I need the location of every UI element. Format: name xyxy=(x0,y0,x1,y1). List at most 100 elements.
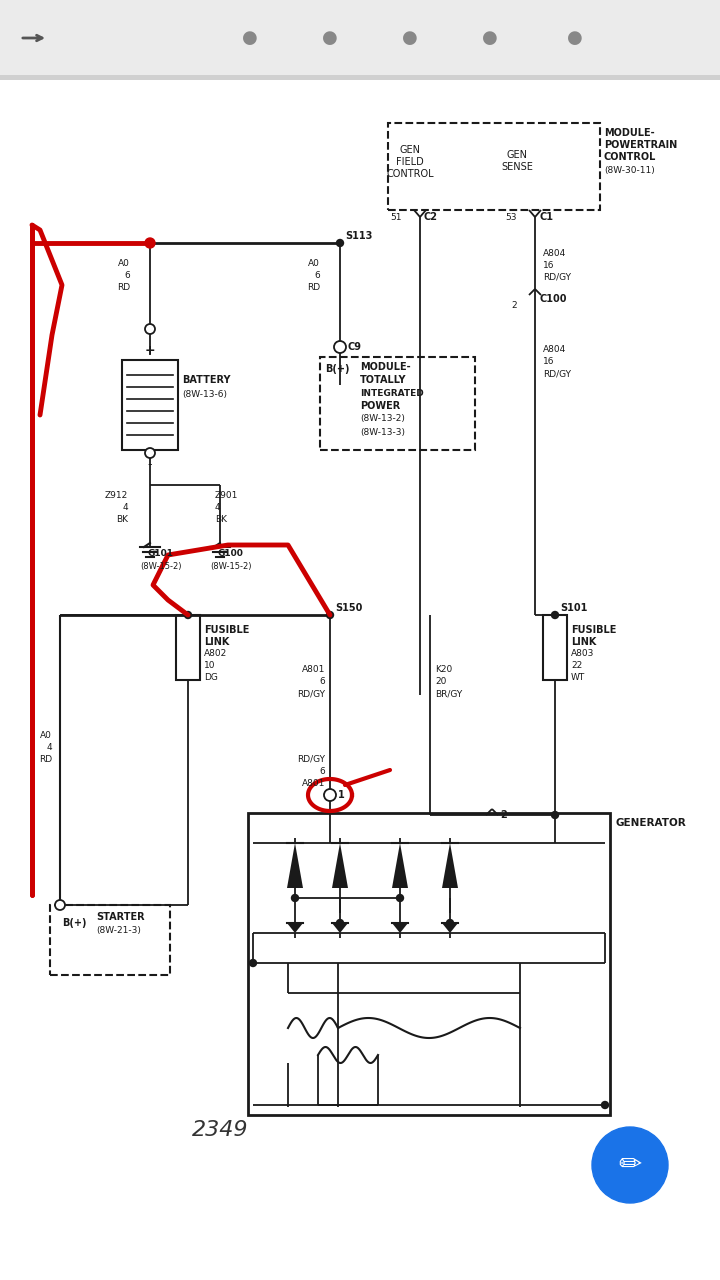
Text: ●: ● xyxy=(402,29,418,47)
Text: S101: S101 xyxy=(560,603,588,613)
Polygon shape xyxy=(332,923,348,933)
Text: A801: A801 xyxy=(302,666,325,675)
Text: S113: S113 xyxy=(345,230,372,241)
Text: (8W-30-11): (8W-30-11) xyxy=(604,165,654,174)
Text: ✏: ✏ xyxy=(618,1151,642,1179)
Text: FUSIBLE: FUSIBLE xyxy=(204,625,249,635)
Text: RD/GY: RD/GY xyxy=(297,754,325,763)
Text: POWER: POWER xyxy=(360,401,400,411)
Circle shape xyxy=(552,612,559,618)
Bar xyxy=(0,79,720,1190)
Text: INTEGRATED: INTEGRATED xyxy=(360,389,424,398)
Text: TOTALLY: TOTALLY xyxy=(360,375,407,385)
Text: 16: 16 xyxy=(543,357,554,366)
Text: LINK: LINK xyxy=(571,637,596,646)
Text: C2: C2 xyxy=(424,212,438,221)
Text: C9: C9 xyxy=(348,342,362,352)
Text: STARTER: STARTER xyxy=(96,911,145,922)
Text: 51: 51 xyxy=(390,212,402,221)
Text: BK: BK xyxy=(116,515,128,524)
Text: GEN: GEN xyxy=(400,145,420,155)
Text: FUSIBLE: FUSIBLE xyxy=(571,625,616,635)
Text: 20: 20 xyxy=(435,677,446,686)
Text: 10: 10 xyxy=(204,662,215,671)
Text: A804: A804 xyxy=(543,248,566,257)
Circle shape xyxy=(146,239,153,247)
Text: S150: S150 xyxy=(335,603,362,613)
Circle shape xyxy=(552,812,559,818)
Bar xyxy=(50,905,170,975)
Text: LINK: LINK xyxy=(204,637,230,646)
Text: RD/GY: RD/GY xyxy=(297,690,325,699)
Bar xyxy=(122,360,178,451)
Text: 2: 2 xyxy=(500,810,507,820)
Text: DG: DG xyxy=(204,673,218,682)
Text: 6: 6 xyxy=(319,767,325,776)
Text: A803: A803 xyxy=(571,649,595,658)
Text: WT: WT xyxy=(571,673,585,682)
Text: ●: ● xyxy=(567,29,583,47)
Text: SENSE: SENSE xyxy=(501,163,533,172)
Text: RD: RD xyxy=(307,283,320,292)
Polygon shape xyxy=(392,844,408,888)
Text: A0: A0 xyxy=(308,259,320,268)
Text: (8W-13-6): (8W-13-6) xyxy=(182,390,227,399)
Circle shape xyxy=(250,960,256,966)
Polygon shape xyxy=(442,844,458,888)
Circle shape xyxy=(601,1102,608,1108)
Polygon shape xyxy=(287,844,303,888)
Bar xyxy=(543,614,567,680)
Bar xyxy=(248,813,610,1115)
Circle shape xyxy=(334,340,346,353)
Circle shape xyxy=(292,895,299,901)
Text: (8W-15-2): (8W-15-2) xyxy=(140,562,181,571)
Text: MODULE-: MODULE- xyxy=(360,362,410,372)
Circle shape xyxy=(446,919,454,927)
Polygon shape xyxy=(332,844,348,888)
Text: (8W-13-3): (8W-13-3) xyxy=(360,428,405,436)
Text: POWERTRAIN: POWERTRAIN xyxy=(604,140,678,150)
Text: 2349: 2349 xyxy=(192,1120,248,1140)
Text: C100: C100 xyxy=(540,294,567,303)
Circle shape xyxy=(55,900,65,910)
Text: A802: A802 xyxy=(204,649,228,658)
Text: G100: G100 xyxy=(218,549,244,558)
Text: (8W-15-2): (8W-15-2) xyxy=(210,562,251,571)
Text: ●: ● xyxy=(482,29,498,47)
Circle shape xyxy=(397,895,403,901)
Text: ●: ● xyxy=(322,29,338,47)
Circle shape xyxy=(336,919,343,927)
Polygon shape xyxy=(442,923,458,933)
Text: RD/GY: RD/GY xyxy=(543,273,571,282)
Text: Z901: Z901 xyxy=(215,490,238,499)
Text: A804: A804 xyxy=(543,346,566,355)
Text: MODULE-: MODULE- xyxy=(604,128,654,138)
Text: A801: A801 xyxy=(302,778,325,787)
Text: 4: 4 xyxy=(46,742,52,751)
Circle shape xyxy=(184,612,192,618)
Text: C1: C1 xyxy=(539,212,553,221)
Text: GEN: GEN xyxy=(506,150,528,160)
Text: ●: ● xyxy=(242,29,258,47)
Text: 22: 22 xyxy=(571,662,582,671)
Circle shape xyxy=(145,238,155,248)
Text: 16: 16 xyxy=(543,261,554,270)
Text: CONTROL: CONTROL xyxy=(604,152,657,163)
Text: 6: 6 xyxy=(125,270,130,279)
Text: A0: A0 xyxy=(40,731,52,740)
Text: G101: G101 xyxy=(148,549,174,558)
Text: Z912: Z912 xyxy=(104,490,128,499)
Text: 4: 4 xyxy=(215,503,220,512)
Circle shape xyxy=(592,1126,668,1203)
Text: 1: 1 xyxy=(338,790,345,800)
Text: 6: 6 xyxy=(319,677,325,686)
Text: BR/GY: BR/GY xyxy=(435,690,462,699)
Circle shape xyxy=(145,448,155,458)
Bar xyxy=(0,76,720,79)
Text: 53: 53 xyxy=(505,212,517,221)
Text: A0: A0 xyxy=(118,259,130,268)
Bar xyxy=(0,0,720,76)
Text: B(+): B(+) xyxy=(62,918,86,928)
Text: RD/GY: RD/GY xyxy=(543,370,571,379)
Text: BK: BK xyxy=(215,515,227,524)
